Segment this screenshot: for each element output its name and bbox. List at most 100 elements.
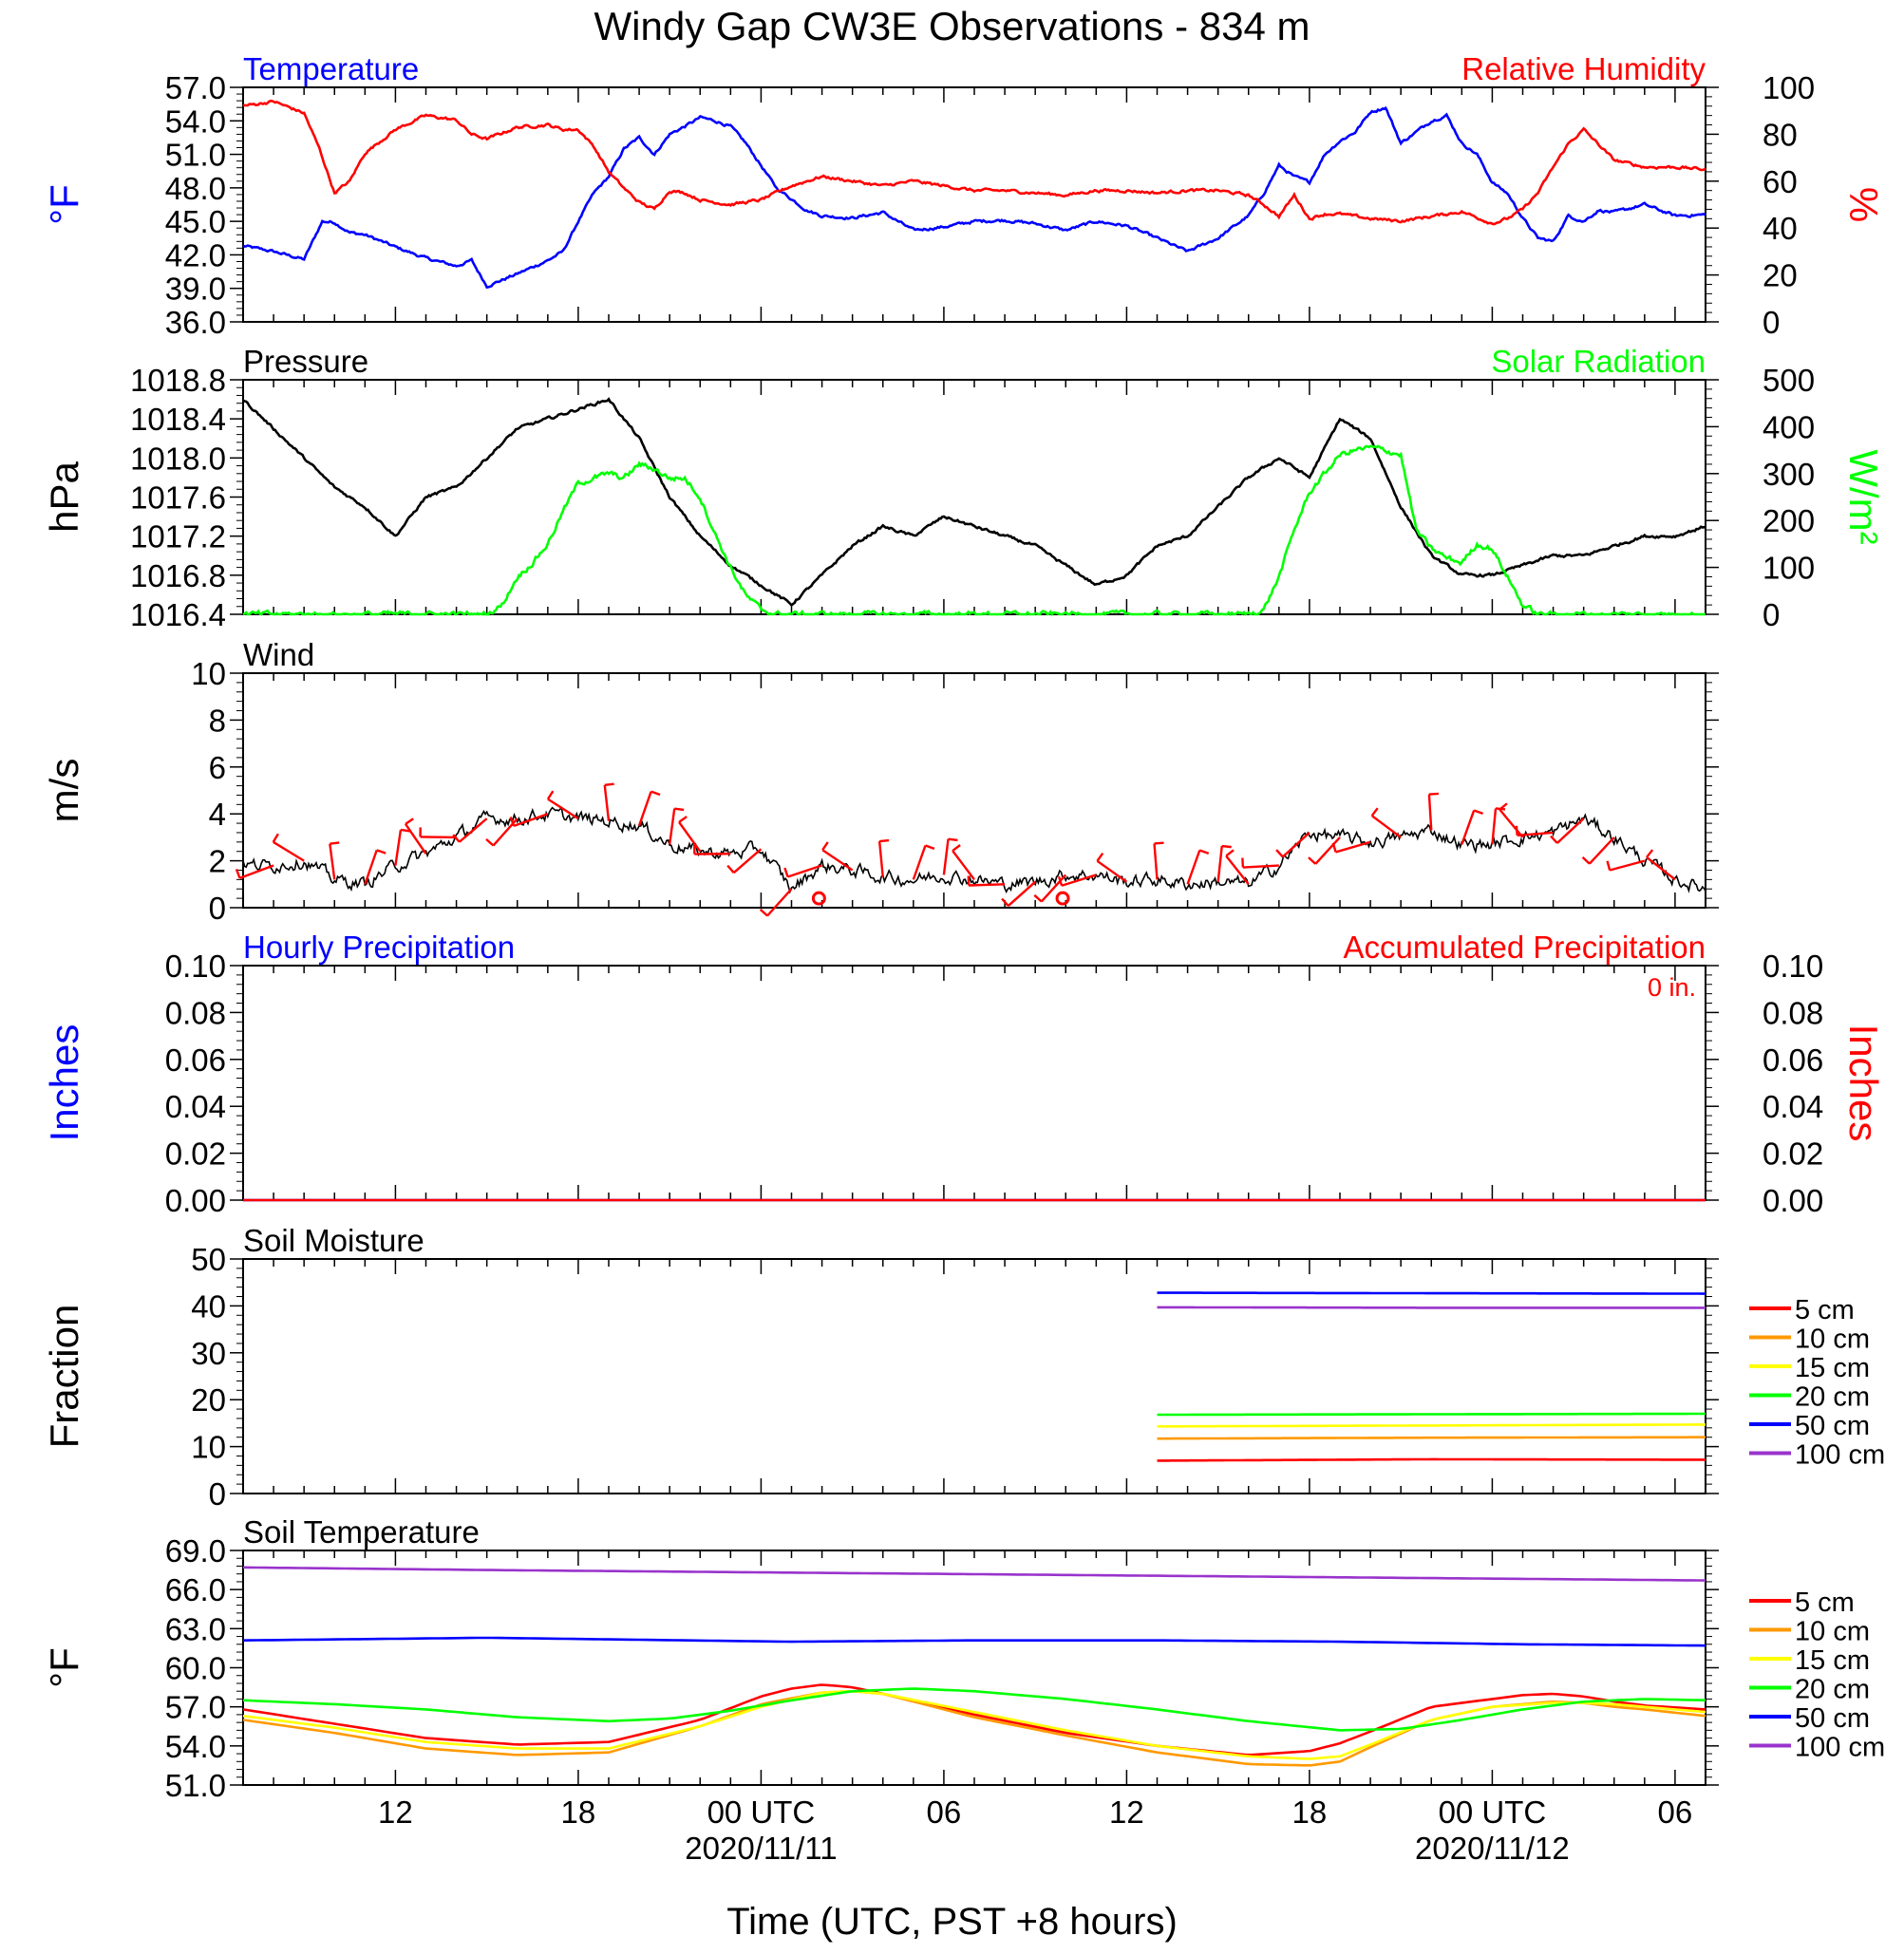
wind-barb: [1153, 843, 1159, 880]
wind-barb: [364, 849, 378, 885]
series-line-100-cm: [242, 1566, 1706, 1582]
x-tick-label: 06: [1658, 1794, 1693, 1830]
wind-barb-flag: [330, 841, 340, 845]
y-left-tick-label: 0.00: [165, 1183, 226, 1218]
series-line-pressure: [242, 397, 1706, 608]
y-right-tick-label: 0.08: [1763, 995, 1823, 1030]
series-line-50-cm: [1157, 1291, 1706, 1295]
y-right-tick-label: 0.04: [1763, 1089, 1823, 1124]
y-left-tick-label: 0.04: [165, 1089, 226, 1124]
wind-barb: [678, 821, 702, 853]
wind-barb-flag: [726, 864, 735, 874]
series-line-5-cm: [242, 1683, 1706, 1757]
wind-barb-flag: [1225, 849, 1235, 857]
wind-barb: [1061, 874, 1097, 887]
panel-title-left: Soil Temperature: [243, 1514, 480, 1550]
series-line-10-cm: [1157, 1436, 1706, 1440]
y-left-tick-label: 36.0: [165, 305, 226, 340]
y-left-tick-label: 51.0: [165, 1768, 226, 1803]
wind-barb-flag: [1473, 809, 1483, 816]
panel-title-left: Wind: [243, 637, 314, 672]
series-line-15-cm: [242, 1689, 1706, 1760]
panel-title-right: Accumulated Precipitation: [1343, 930, 1706, 965]
y-left-tick-label: 60.0: [165, 1651, 226, 1686]
panel-title-left: Hourly Precipitation: [243, 930, 515, 965]
x-tick-label: 18: [561, 1794, 596, 1830]
y-right-tick-label: 20: [1763, 258, 1798, 293]
legend-label: 10 cm: [1795, 1325, 1870, 1355]
wind-barb: [1314, 836, 1341, 865]
wind-barb-flag: [879, 838, 890, 843]
y-left-tick-label: 2: [209, 844, 226, 879]
y-left-tick-label: 63.0: [165, 1611, 226, 1646]
legend-label: 5 cm: [1795, 1588, 1855, 1618]
y-left-tick-label: 10: [191, 656, 226, 691]
x-tick-label: 12: [1109, 1794, 1144, 1830]
y-left-tick-label: 0.06: [165, 1043, 226, 1078]
panel-temp_rh: 36.039.042.045.048.051.054.057.0 0 20 40 60 8…: [42, 51, 1886, 340]
wind-barb: [1427, 794, 1433, 831]
calm-wind-circle: [811, 891, 826, 906]
wind-barb-flag: [1499, 802, 1508, 811]
wind-barb: [1499, 808, 1524, 838]
wind-barb: [1186, 850, 1201, 885]
series-line-100-cm: [1157, 1306, 1706, 1309]
wind-barb-flag: [1550, 835, 1558, 844]
y-right-axis-title: %: [1841, 187, 1886, 222]
y-left-tick-label: 57.0: [165, 1690, 226, 1725]
series-line-20-cm: [242, 1687, 1706, 1732]
y-left-tick-label: 48.0: [165, 171, 226, 206]
y-right-tick-label: 80: [1763, 117, 1798, 152]
wind-barb: [239, 864, 274, 879]
calm-wind-circle: [1055, 891, 1070, 906]
wind-barb: [821, 849, 854, 872]
panel-precip: 0.00 0.02 0.04 0.06 0.08 0.10 0.00 0.02 0.04 0.06…: [42, 930, 1886, 1218]
wind-barb: [969, 883, 1006, 887]
wind-barb-flag: [272, 833, 279, 843]
y-left-tick-label: 1016.4: [130, 597, 226, 632]
series-line-10-cm: [242, 1689, 1706, 1767]
wind-barb: [877, 840, 884, 878]
wind-barb: [732, 848, 763, 874]
wind-barb-flag: [1646, 849, 1654, 858]
wind-barb-flag: [678, 816, 688, 823]
legend-label: 20 cm: [1795, 1382, 1870, 1413]
y-left-tick-label: 39.0: [165, 272, 226, 307]
wind-barb: [1216, 845, 1223, 882]
wind-barb-flag: [546, 790, 555, 800]
wind-barb: [952, 850, 975, 881]
wind-barb: [912, 845, 927, 880]
wind-barb-flag: [783, 867, 789, 877]
wind-barb: [637, 791, 652, 826]
wind-barb-flag: [1033, 893, 1043, 903]
y-left-tick-label: 0.10: [165, 949, 226, 984]
legend-label: 50 cm: [1795, 1411, 1870, 1441]
wind-barb-flag: [452, 834, 461, 843]
wind-barb-flag: [509, 817, 516, 827]
plot-frame: [242, 965, 1706, 1201]
series-line-solar-radiation: [242, 444, 1706, 617]
y-right-tick-label: 0.10: [1763, 949, 1823, 984]
x-tick-date-label: 2020/11/12: [1415, 1831, 1570, 1866]
y-right-tick-label: 0.06: [1763, 1043, 1823, 1078]
series-line-50-cm: [242, 1636, 1706, 1647]
wind-barb: [1588, 836, 1615, 865]
y-right-tick-label: 500: [1763, 363, 1815, 398]
y-left-tick-label: 1018.0: [130, 441, 226, 476]
wind-barb-flag: [925, 844, 935, 850]
y-right-tick-label: 0: [1763, 305, 1780, 340]
wind-barb: [513, 813, 549, 827]
wind-barb: [547, 798, 579, 820]
panel-title-left: Soil Moisture: [243, 1223, 424, 1258]
plot-frame: [242, 379, 1706, 615]
wind-barb-flag: [821, 841, 829, 851]
wind-barb-flag: [1331, 842, 1337, 853]
wind-barb-flag: [1154, 841, 1164, 845]
panel-title-left: Temperature: [243, 51, 419, 86]
series-line-20-cm: [1157, 1412, 1706, 1417]
wind-barb-flag: [1370, 807, 1379, 817]
wind-barb: [1609, 859, 1646, 872]
y-left-tick-label: 66.0: [165, 1572, 226, 1607]
wind-barb: [1461, 810, 1476, 845]
